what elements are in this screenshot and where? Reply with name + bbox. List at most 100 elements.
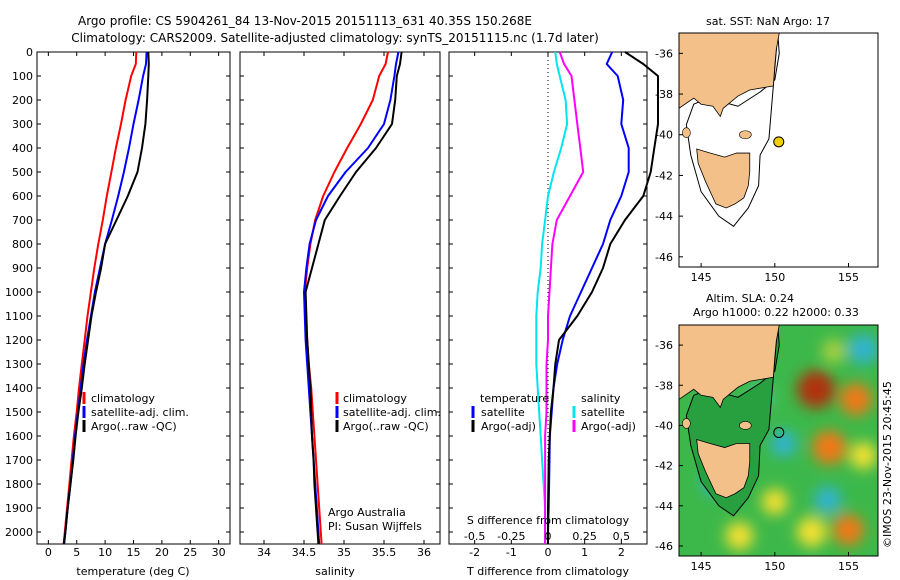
salinity-xlabel: salinity [315,565,355,578]
sla-map-panel: Altim. SLA: 0.24 Argo h1000: 0.22 h2000:… [655,292,894,573]
depth-tick-label: 1500 [5,406,33,419]
x-tick-label: 15 [127,546,141,559]
legend-label-climatology: climatology [343,392,407,405]
legend-label-satellite-adj-clim: satellite-adj. clim. [91,406,189,419]
figure-title-line2: Climatology: CARS2009. Satellite-adjuste… [71,31,599,45]
s-diff-tick-label: 0 [545,530,552,543]
lat-tick-label: -38 [655,379,673,392]
depth-tick-label: 700 [12,214,33,227]
salinity-plot-area: 34 34.5 35 35.5 36 [239,51,441,559]
x-tick-label: 1 [581,546,588,559]
series-line-argo--adj- [544,51,585,544]
salinity-panel: 34 34.5 35 35.5 36 salinity climatology sate… [239,51,441,578]
tasmania-island [696,438,751,499]
depth-tick-label: 300 [12,118,33,131]
lat-tick-label: -42 [655,169,673,182]
legend-label-climatology: climatology [91,392,155,405]
sla-anomaly [796,516,827,547]
depth-tick-label: 1800 [5,478,33,491]
map-frame [678,32,879,268]
x-tick-label: 34 [257,546,271,559]
temperature-panel: 0100200300400500600700800900100011001200… [5,46,231,578]
temperature-legend: climatology satellite-adj. clim. Argo(..… [82,392,189,433]
sla-anomaly [725,521,754,550]
lat-tick-label: -38 [655,88,673,101]
x-tick-label: 36 [417,546,431,559]
legend-heading-temperature: temperature [480,392,549,405]
depth-tick-label: 1600 [5,430,33,443]
s-diff-tick-label: 0.5 [613,530,631,543]
depth-tick-label: 900 [12,262,33,275]
x-tick-label: 0 [545,546,552,559]
x-tick-label: 35.5 [372,546,397,559]
difference-panel: -2 -1 0 1 2 -0.5 -0.25 0 0.25 0.5 T difference fr… [448,51,659,578]
lon-tick-label: 145 [691,560,712,573]
depth-tick-label: 500 [12,166,33,179]
x-tick-label: -2 [469,546,480,559]
imos-watermark: ©IMOS 23-Nov-2015 20:45:45 [881,381,894,548]
sst-map-area: 145 150 155 -36 -38 -40 -42 -44 -46 [655,32,879,284]
sla-map-title-line1: Altim. SLA: 0.24 [706,292,794,305]
bass-strait-island [682,127,691,139]
plot-frame [239,51,441,545]
lat-tick-label: -36 [655,47,673,60]
depth-tick-label: 1400 [5,382,33,395]
sla-anomaly [761,488,788,515]
lat-tick-label: -46 [655,540,673,553]
lat-tick-label: -42 [655,460,673,473]
lon-tick-label: 155 [838,560,859,573]
depth-tick-label: 1900 [5,502,33,515]
legend-label-t-satellite: satellite [481,406,525,419]
x-tick-label: 30 [212,546,226,559]
lat-tick-label: -36 [655,339,673,352]
bass-strait-island [739,130,752,140]
tasmania-island [696,148,751,209]
sla-anomaly [848,334,878,365]
bass-strait-island [739,421,752,430]
x-tick-label: 2 [618,546,625,559]
depth-tick-label: 100 [12,70,33,83]
x-tick-label: 5 [73,546,80,559]
sla-anomaly [812,430,847,465]
x-tick-label: 0 [45,546,52,559]
legend-label-s-satellite: satellite [581,406,625,419]
map-frame [678,324,879,557]
sla-anomaly [849,442,877,470]
s-difference-xlabel: S difference from climatology [467,514,630,527]
lon-tick-label: 155 [838,271,859,284]
figure-title-line1: Argo profile: CS 5904261_84 13-Nov-2015 … [78,14,532,28]
lat-tick-label: -44 [655,500,673,513]
t-difference-xlabel: T difference from climatology [466,565,629,578]
map-canvas [679,325,878,556]
temperature-plot-area: 0100200300400500600700800900100011001200… [5,46,231,559]
difference-plot-area: -2 -1 0 1 2 -0.5 -0.25 0 0.25 0.5 [448,51,659,559]
depth-tick-label: 0 [26,46,33,59]
depth-tick-label: 1700 [5,454,33,467]
depth-tick-label: 1000 [5,286,33,299]
mainland-australia [679,325,780,409]
s-diff-tick-label: 0.25 [572,530,597,543]
lat-tick-label: -46 [655,251,673,264]
series-line-argo---raw--qc- [62,51,150,545]
series-line-satellite [535,51,569,544]
depth-tick-label: 200 [12,94,33,107]
depth-tick-label: 1300 [5,358,33,371]
argo-float-marker [773,136,785,148]
legend-label-s-argo: Argo(-adj) [581,420,636,433]
credit-line2: PI: Susan Wijffels [328,520,422,533]
depth-tick-label: 600 [12,190,33,203]
x-tick-label: 25 [183,546,197,559]
x-tick-label: 20 [155,546,169,559]
depth-tick-label: 1200 [5,334,33,347]
x-tick-label: 10 [98,546,112,559]
plot-frame [36,51,231,545]
sla-anomaly [839,383,872,416]
legend-label-satellite-adj-clim: satellite-adj. clim. [343,406,441,419]
lat-tick-label: -44 [655,210,673,223]
salinity-legend: climatology satellite-adj. clim. Argo(..… [335,392,441,433]
sst-map-panel: sat. SST: NaN Argo: 17 145 150 155 -36 -38 -4… [655,15,879,284]
series-line-climatology [62,51,138,545]
x-tick-label: 34.5 [292,546,317,559]
x-tick-label: 35 [337,546,351,559]
